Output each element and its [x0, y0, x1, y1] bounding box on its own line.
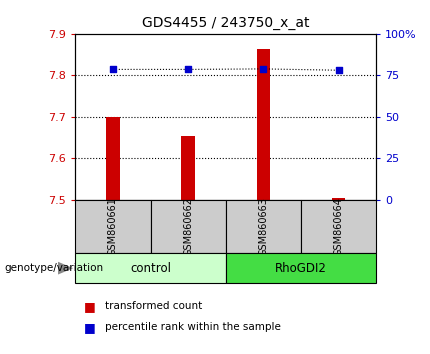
Text: RhoGDI2: RhoGDI2	[275, 262, 327, 275]
Text: GSM860664: GSM860664	[334, 197, 344, 256]
Text: ■: ■	[84, 321, 95, 334]
Point	[335, 67, 342, 73]
Text: GDS4455 / 243750_x_at: GDS4455 / 243750_x_at	[142, 16, 310, 30]
Text: percentile rank within the sample: percentile rank within the sample	[105, 322, 281, 332]
Text: GSM860663: GSM860663	[258, 197, 268, 256]
Text: transformed count: transformed count	[105, 301, 203, 311]
Text: GSM860662: GSM860662	[183, 197, 193, 256]
FancyBboxPatch shape	[75, 200, 150, 253]
Point	[185, 67, 192, 72]
Bar	[257, 50, 270, 200]
Bar	[106, 117, 120, 200]
FancyBboxPatch shape	[75, 253, 226, 283]
Point	[260, 66, 267, 72]
Polygon shape	[58, 262, 73, 275]
FancyBboxPatch shape	[226, 253, 376, 283]
Bar	[181, 136, 195, 200]
Point	[109, 67, 116, 72]
FancyBboxPatch shape	[150, 200, 226, 253]
Text: GSM860661: GSM860661	[108, 197, 118, 256]
FancyBboxPatch shape	[226, 200, 301, 253]
Text: control: control	[130, 262, 171, 275]
FancyBboxPatch shape	[301, 200, 376, 253]
Text: genotype/variation: genotype/variation	[4, 263, 104, 273]
Bar	[332, 198, 345, 200]
Text: ■: ■	[84, 300, 95, 313]
